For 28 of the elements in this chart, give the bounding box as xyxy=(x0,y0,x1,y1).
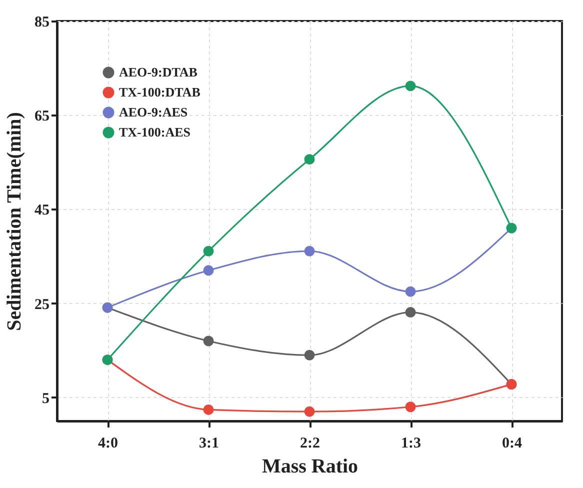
point xyxy=(304,154,315,165)
point xyxy=(405,402,416,412)
point xyxy=(203,265,214,276)
legend-label: TX-100:DTAB xyxy=(119,84,201,100)
y-tick-label: 5 xyxy=(42,390,50,407)
x-tick-label: 0:4 xyxy=(502,436,522,452)
point xyxy=(405,307,416,318)
y-tick-label: 65 xyxy=(34,108,50,125)
x-tick-label: 4:0 xyxy=(98,436,118,452)
x-axis-title: Mass Ratio xyxy=(262,456,358,478)
point xyxy=(203,246,214,256)
legend-label: AEO-9:AES xyxy=(119,104,188,120)
x-tick-label: 3:1 xyxy=(199,436,219,452)
point xyxy=(304,350,315,360)
y-tick-label: 25 xyxy=(34,296,50,313)
x-tick-label: 1:3 xyxy=(401,436,421,452)
legend-label: TX-100:AES xyxy=(119,124,191,140)
point xyxy=(304,246,315,256)
point xyxy=(405,80,416,92)
point xyxy=(304,406,315,417)
legend-label: AEO-9:DTAB xyxy=(119,64,198,80)
point xyxy=(203,336,214,346)
point xyxy=(405,286,416,297)
y-tick-label: 45 xyxy=(34,202,50,219)
point xyxy=(203,404,214,415)
y-axis-title: Sedimentation Time(min) xyxy=(4,112,26,331)
x-tick-label: 2:2 xyxy=(300,436,320,452)
y-tick-label: 85 xyxy=(34,14,50,30)
